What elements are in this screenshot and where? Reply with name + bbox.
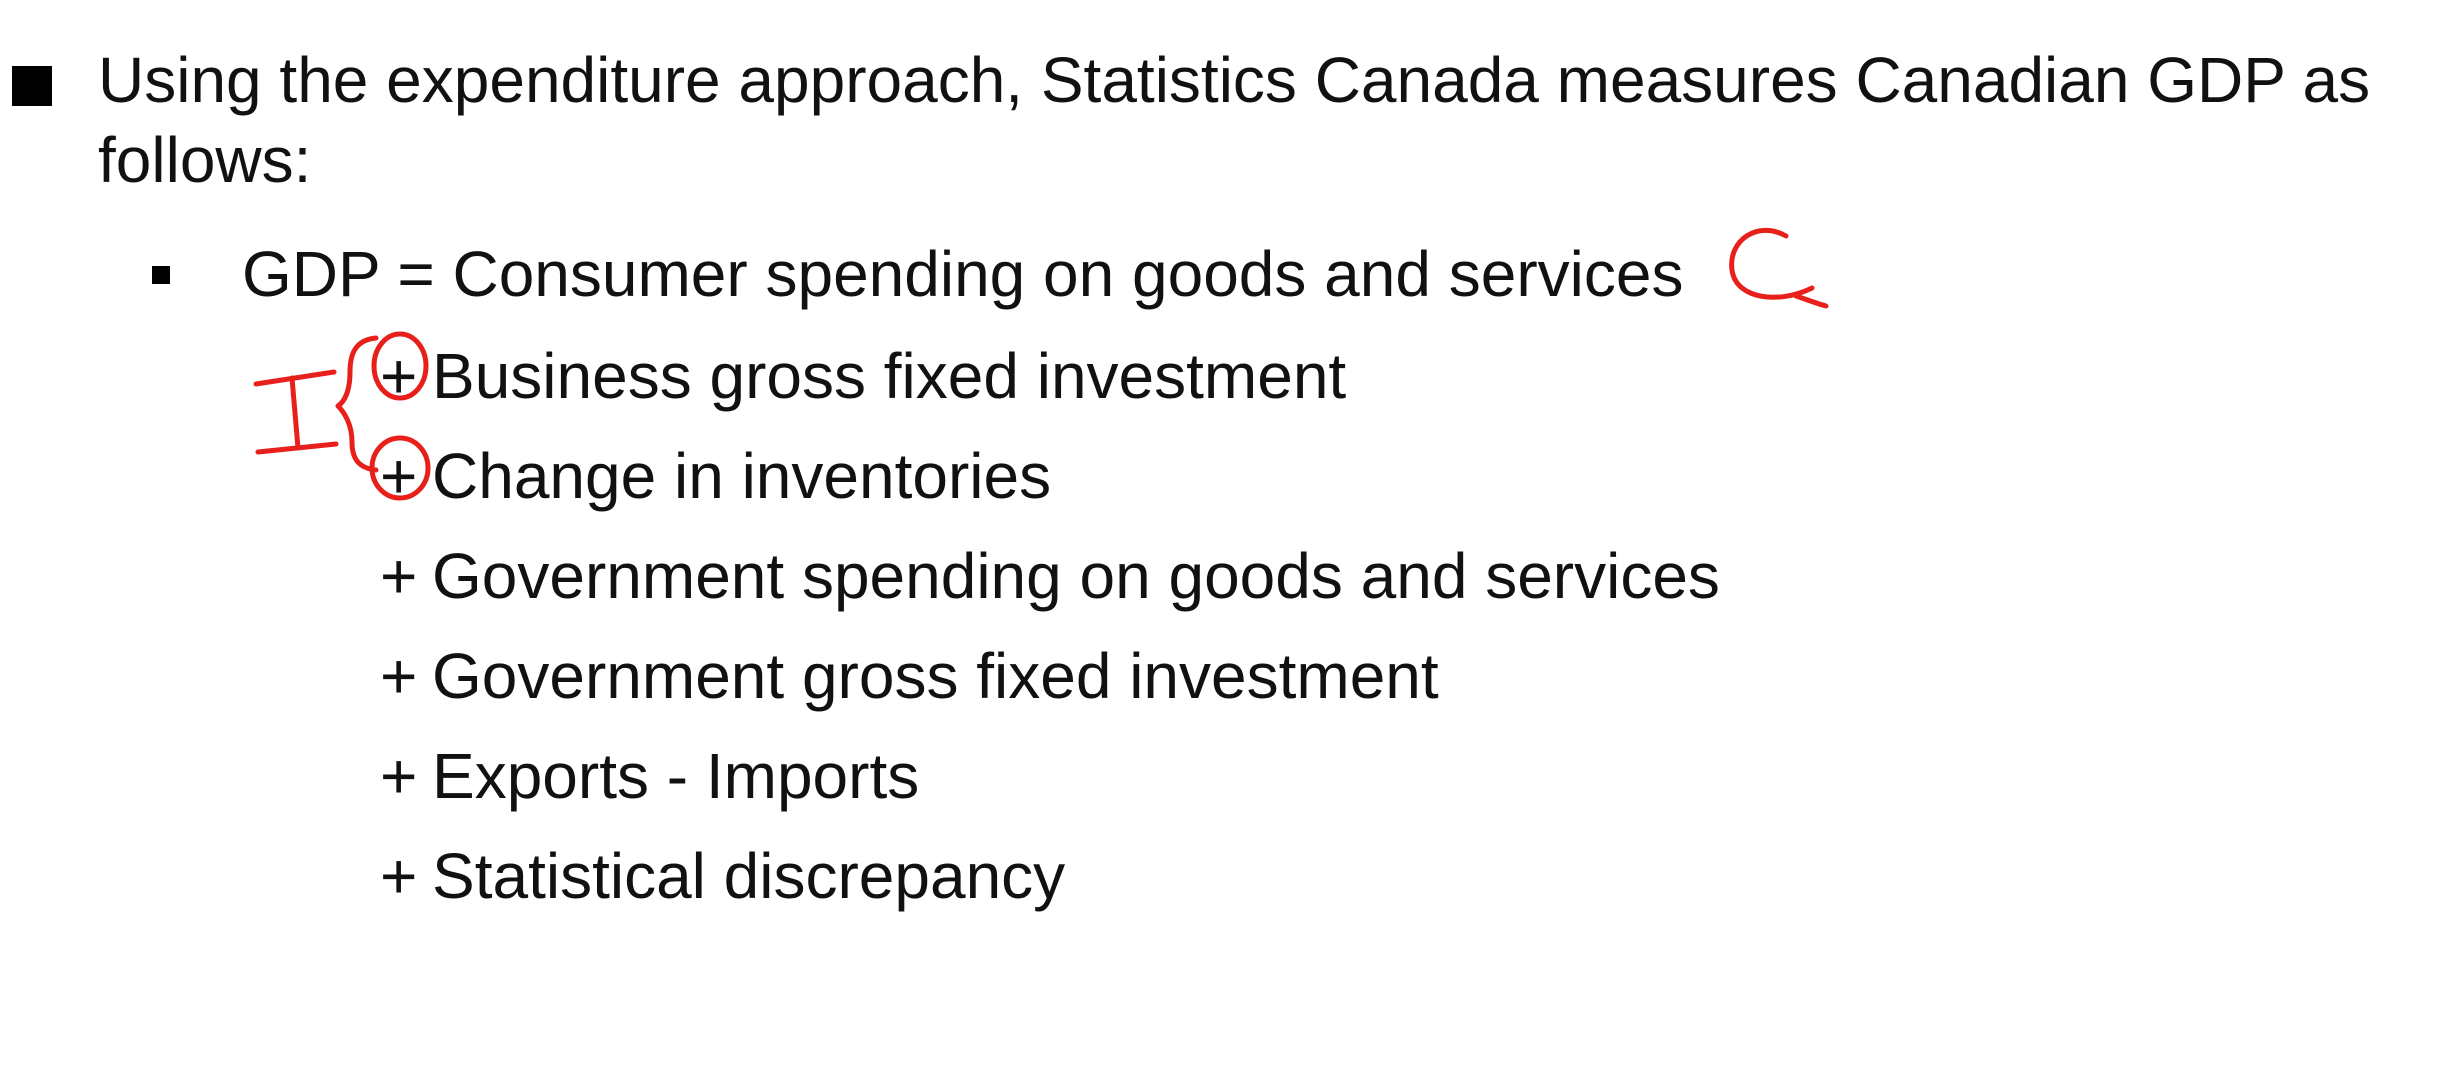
term-business-investment: + Business gross fixed investment xyxy=(380,336,1346,416)
c-mark-handwritten xyxy=(1729,228,1829,309)
plus-sign: + xyxy=(380,540,418,612)
term-label: Change in inventories xyxy=(432,440,1052,512)
plus-sign: + xyxy=(380,340,418,412)
term-label: Statistical discrepancy xyxy=(432,840,1066,912)
term-net-exports: + Exports - Imports xyxy=(380,736,919,816)
plus-sign: + xyxy=(380,840,418,912)
term-government-investment: + Government gross fixed investment xyxy=(380,636,1439,716)
term-label: Business gross fixed investment xyxy=(432,340,1347,412)
brace-handwritten xyxy=(335,335,379,473)
plus-sign: + xyxy=(380,640,418,712)
term-label: Government spending on goods and service… xyxy=(432,540,1720,612)
sub-bullet-marker xyxy=(152,266,170,284)
term-label: Exports - Imports xyxy=(432,740,920,812)
main-bullet-marker xyxy=(12,66,52,106)
gdp-equation-first-line: GDP = Consumer spending on goods and ser… xyxy=(242,238,1684,310)
term-government-spending: + Government spending on goods and servic… xyxy=(380,536,1720,616)
plus-sign: + xyxy=(380,440,418,512)
main-bullet-text: Using the expenditure approach, Statisti… xyxy=(98,44,2371,196)
term-change-in-inventories: + Change in inventories xyxy=(380,436,1051,516)
term-label: Government gross fixed investment xyxy=(432,640,1439,712)
plus-sign: + xyxy=(380,740,418,812)
i-mark-handwritten xyxy=(253,369,339,455)
term-statistical-discrepancy: + Statistical discrepancy xyxy=(380,836,1065,916)
